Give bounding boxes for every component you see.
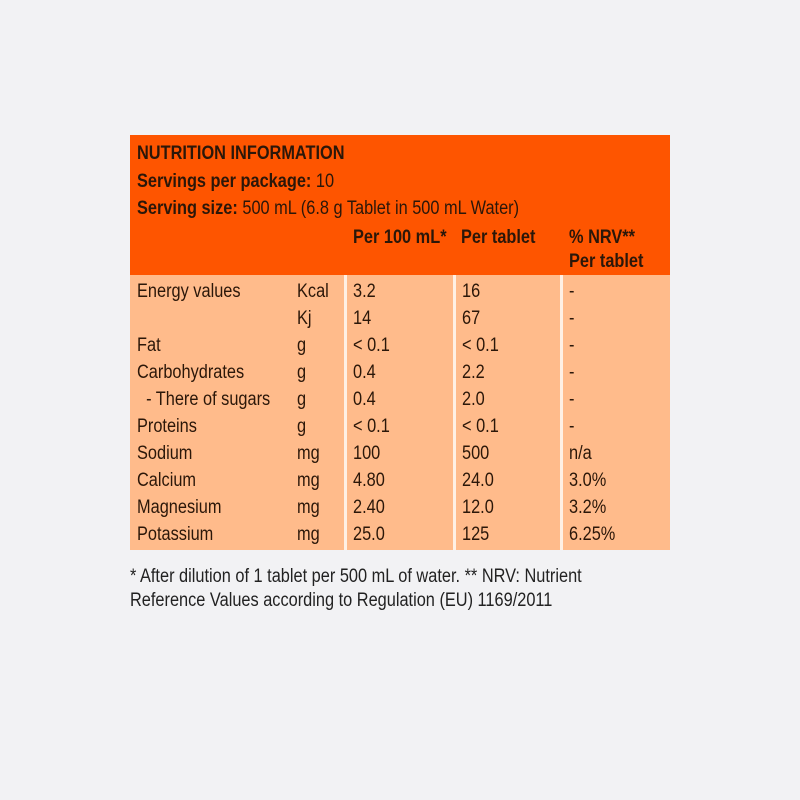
table-row: Potassium mg 25.0 125 6.25% bbox=[130, 521, 670, 548]
column-header-nrv: % NRV** bbox=[569, 227, 635, 248]
cell-unit: g bbox=[297, 335, 307, 356]
cell-per100: 25.0 bbox=[353, 524, 385, 545]
serving-size: Serving size: 500 mL (6.8 g Tablet in 50… bbox=[137, 198, 520, 219]
cell-per100: 3.2 bbox=[353, 281, 376, 302]
cell-nrv: 6.25% bbox=[569, 524, 616, 545]
cell-name: - There of sugars bbox=[137, 389, 271, 410]
table-row: Proteins g < 0.1 < 0.1 - bbox=[130, 413, 670, 440]
cell-unit: mg bbox=[297, 524, 320, 545]
nutrition-table: NUTRITION INFORMATION Servings per packa… bbox=[130, 135, 670, 550]
cell-unit: Kj bbox=[297, 308, 312, 329]
table-title: NUTRITION INFORMATION bbox=[137, 143, 345, 164]
cell-nrv: 3.0% bbox=[569, 470, 607, 491]
cell-unit: mg bbox=[297, 443, 320, 464]
servings-per-package: Servings per package: 10 bbox=[137, 171, 335, 192]
table-row: Calcium mg 4.80 24.0 3.0% bbox=[130, 467, 670, 494]
cell-name: Magnesium bbox=[137, 497, 222, 518]
column-divider bbox=[453, 275, 456, 550]
cell-pertab: 67 bbox=[462, 308, 481, 329]
cell-pertab: 125 bbox=[462, 524, 490, 545]
footnote: * After dilution of 1 tablet per 500 mL … bbox=[130, 565, 655, 613]
cell-per100: < 0.1 bbox=[353, 416, 390, 437]
cell-pertab: < 0.1 bbox=[462, 335, 499, 356]
cell-nrv: - bbox=[569, 416, 575, 437]
footnote-line-1: * After dilution of 1 tablet per 500 mL … bbox=[130, 566, 582, 587]
cell-pertab: < 0.1 bbox=[462, 416, 499, 437]
cell-name: Calcium bbox=[137, 470, 197, 491]
cell-per100: 100 bbox=[353, 443, 381, 464]
cell-nrv: - bbox=[569, 362, 575, 383]
column-divider bbox=[560, 275, 563, 550]
table-row: Fat g < 0.1 < 0.1 - bbox=[130, 332, 670, 359]
table-row: Sodium mg 100 500 n/a bbox=[130, 440, 670, 467]
cell-pertab: 500 bbox=[462, 443, 490, 464]
cell-pertab: 12.0 bbox=[462, 497, 494, 518]
table-header: NUTRITION INFORMATION Servings per packa… bbox=[130, 135, 670, 275]
column-header-per-100ml: Per 100 mL* bbox=[353, 227, 447, 248]
cell-pertab: 2.0 bbox=[462, 389, 485, 410]
cell-nrv: - bbox=[569, 335, 575, 356]
cell-name: Energy values bbox=[137, 281, 241, 302]
table-row: - There of sugars g 0.4 2.0 - bbox=[130, 386, 670, 413]
table-row: Energy values Kcal 3.2 16 - bbox=[130, 278, 670, 305]
cell-pertab: 24.0 bbox=[462, 470, 494, 491]
cell-nrv: - bbox=[569, 389, 575, 410]
cell-unit: mg bbox=[297, 470, 320, 491]
cell-name: Carbohydrates bbox=[137, 362, 245, 383]
cell-per100: 4.80 bbox=[353, 470, 385, 491]
cell-unit: mg bbox=[297, 497, 320, 518]
cell-per100: 0.4 bbox=[353, 362, 376, 383]
cell-name: Sodium bbox=[137, 443, 193, 464]
cell-unit: g bbox=[297, 389, 307, 410]
table-row: Carbohydrates g 0.4 2.2 - bbox=[130, 359, 670, 386]
column-header-per-tablet: Per tablet bbox=[461, 227, 536, 248]
cell-nrv: - bbox=[569, 308, 575, 329]
table-row: Kj 14 67 - bbox=[130, 305, 670, 332]
cell-per100: 0.4 bbox=[353, 389, 376, 410]
table-body: Energy values Kcal 3.2 16 - Kj 14 67 - Fat g < 0.1 <… bbox=[130, 275, 670, 550]
cell-per100: 14 bbox=[353, 308, 372, 329]
cell-unit: Kcal bbox=[297, 281, 329, 302]
column-divider bbox=[344, 275, 347, 550]
cell-unit: g bbox=[297, 362, 307, 383]
table-row: Magnesium mg 2.40 12.0 3.2% bbox=[130, 494, 670, 521]
cell-name: Proteins bbox=[137, 416, 197, 437]
cell-nrv: - bbox=[569, 281, 575, 302]
footnote-line-2: Reference Values according to Regulation… bbox=[130, 590, 553, 611]
cell-pertab: 2.2 bbox=[462, 362, 485, 383]
cell-unit: g bbox=[297, 416, 307, 437]
cell-name: Fat bbox=[137, 335, 161, 356]
cell-per100: < 0.1 bbox=[353, 335, 390, 356]
cell-pertab: 16 bbox=[462, 281, 481, 302]
cell-nrv: n/a bbox=[569, 443, 592, 464]
column-header-nrv-per-tablet: Per tablet bbox=[569, 251, 644, 272]
cell-nrv: 3.2% bbox=[569, 497, 607, 518]
cell-name: Potassium bbox=[137, 524, 214, 545]
cell-per100: 2.40 bbox=[353, 497, 385, 518]
